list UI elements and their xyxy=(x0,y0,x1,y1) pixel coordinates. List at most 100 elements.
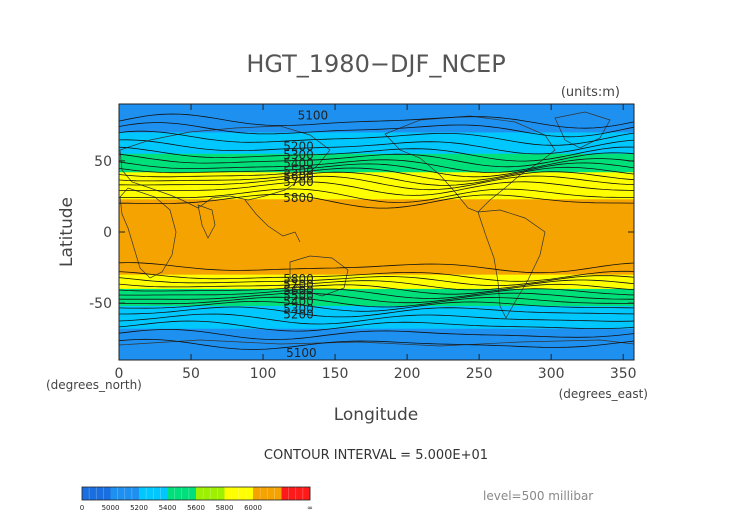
units-label: (units:m) xyxy=(561,85,620,100)
x-tick-label: 250 xyxy=(466,366,493,382)
contour-north-8 xyxy=(119,166,634,182)
contour-south-5 xyxy=(119,288,634,299)
contour-north-1 xyxy=(119,122,634,138)
colorbar-swatch xyxy=(110,487,140,500)
band-2 xyxy=(119,132,634,155)
contour-south-13 xyxy=(119,338,634,350)
contour-north-9 xyxy=(119,171,634,186)
coast-north-america xyxy=(384,115,556,213)
x-tick-label: 350 xyxy=(610,366,637,382)
coast-africa xyxy=(119,187,177,279)
x-tick-label: 0 xyxy=(115,366,124,382)
contour-north-5 xyxy=(119,152,634,168)
contour-label: 5800 xyxy=(283,191,314,205)
colorbar-swatch xyxy=(82,487,111,500)
contour-label: 5700 xyxy=(283,175,314,189)
x-tick-label: 100 xyxy=(250,366,277,382)
band-10 xyxy=(119,328,634,360)
contour-south-11 xyxy=(119,320,634,332)
colorbar-tick-label: 5400 xyxy=(159,504,177,512)
filled-bands xyxy=(119,104,634,360)
colorbar-tick-label: 5600 xyxy=(187,504,205,512)
colorbar-tick-label: 5800 xyxy=(216,504,234,512)
contour-south-12 xyxy=(119,329,634,341)
contour-label: 5100 xyxy=(286,346,317,360)
plot-area xyxy=(119,104,634,360)
colorbar-swatch xyxy=(281,487,311,500)
colorbar-tick-label: 0 xyxy=(80,504,84,512)
x-tick-label: 300 xyxy=(538,366,565,382)
contour-label: 5600 xyxy=(283,283,314,297)
contour-label: 5500 xyxy=(283,289,314,303)
band-0 xyxy=(119,104,634,119)
coast-antarctica xyxy=(119,339,634,347)
colorbar-swatch xyxy=(139,487,168,500)
contour-south-1 xyxy=(119,270,634,282)
y-tick-label: 0 xyxy=(103,225,112,241)
contour-label: 5500 xyxy=(283,164,314,178)
contour-south-7 xyxy=(119,296,634,308)
contour-label: 5400 xyxy=(283,295,314,309)
colorbar-tick-label: 5200 xyxy=(130,504,148,512)
contour-south-3 xyxy=(119,279,634,291)
x-units-label: (degrees_east) xyxy=(559,387,648,401)
colorbar-swatch xyxy=(167,487,197,500)
contour-north-3 xyxy=(119,139,634,155)
colorbar-swatch xyxy=(253,487,282,500)
coast-south-america xyxy=(477,209,546,319)
contour-south-10 xyxy=(119,313,634,325)
colorbar-tick-label: 6000 xyxy=(244,504,262,512)
band-9 xyxy=(119,305,634,330)
contour-interval-text: CONTOUR INTERVAL = 5.000E+01 xyxy=(264,448,488,463)
chart-title: HGT_1980−DJF_NCEP xyxy=(246,50,505,78)
contour-label: 5300 xyxy=(283,302,314,316)
contour-label: 5700 xyxy=(283,278,314,292)
colorbar-swatch xyxy=(224,487,254,500)
band-4 xyxy=(119,172,634,183)
contour-labels: 5100520053005400550056005700580058005700… xyxy=(283,108,328,360)
x-axis-label: Longitude xyxy=(334,405,419,425)
contour-north-0 xyxy=(119,113,634,129)
contour-label: 5600 xyxy=(283,170,314,184)
y-units-label: (degrees_north) xyxy=(46,378,142,392)
contour-north-10 xyxy=(119,175,634,191)
contour-south-9 xyxy=(119,306,634,318)
coast-se-asia xyxy=(244,199,301,243)
x-tick-label: 50 xyxy=(182,366,200,382)
contour-south-0 xyxy=(119,262,634,274)
y-tick-label: -50 xyxy=(89,296,112,312)
colorbar-tick-label: ∞ xyxy=(307,504,313,512)
contour-label: 5300 xyxy=(283,148,314,162)
contour-north-4 xyxy=(119,146,634,162)
contour-south-2 xyxy=(119,275,634,286)
contour-north-6 xyxy=(119,158,634,173)
contour-north-13 xyxy=(119,193,634,209)
contour-label: 5200 xyxy=(283,140,314,154)
contour-north-11 xyxy=(119,181,634,196)
contour-label: 5400 xyxy=(283,157,314,171)
band-8 xyxy=(119,288,634,307)
contour-south-8 xyxy=(119,300,634,312)
band-3 xyxy=(119,153,634,173)
colorbar: 0 5000 5200 5400 5600 5800 6000 ∞ xyxy=(80,486,313,512)
contour-south-6 xyxy=(119,292,634,304)
coast-greenland xyxy=(554,111,611,149)
y-axis-label: Latitude xyxy=(57,197,77,267)
x-tick-label: 200 xyxy=(394,366,421,382)
level-text: level=500 millibar xyxy=(483,489,593,503)
x-tick-label: 150 xyxy=(322,366,349,382)
coast-australia xyxy=(289,255,349,297)
band-6 xyxy=(119,199,634,276)
colorbar-frame xyxy=(81,486,311,501)
axes: 0 50 100 150 200 250 300 350 -50 0 50 xyxy=(89,104,637,382)
colorbar-tick-label: 5000 xyxy=(102,504,120,512)
contour-south-4 xyxy=(119,283,634,295)
contour-lines xyxy=(119,113,634,350)
contour-label: 5800 xyxy=(283,272,314,286)
y-tick-label: 50 xyxy=(94,154,112,170)
contour-north-12 xyxy=(119,188,634,203)
contour-north-7 xyxy=(119,162,634,178)
contour-label: 5100 xyxy=(298,108,329,122)
band-1 xyxy=(119,118,634,133)
